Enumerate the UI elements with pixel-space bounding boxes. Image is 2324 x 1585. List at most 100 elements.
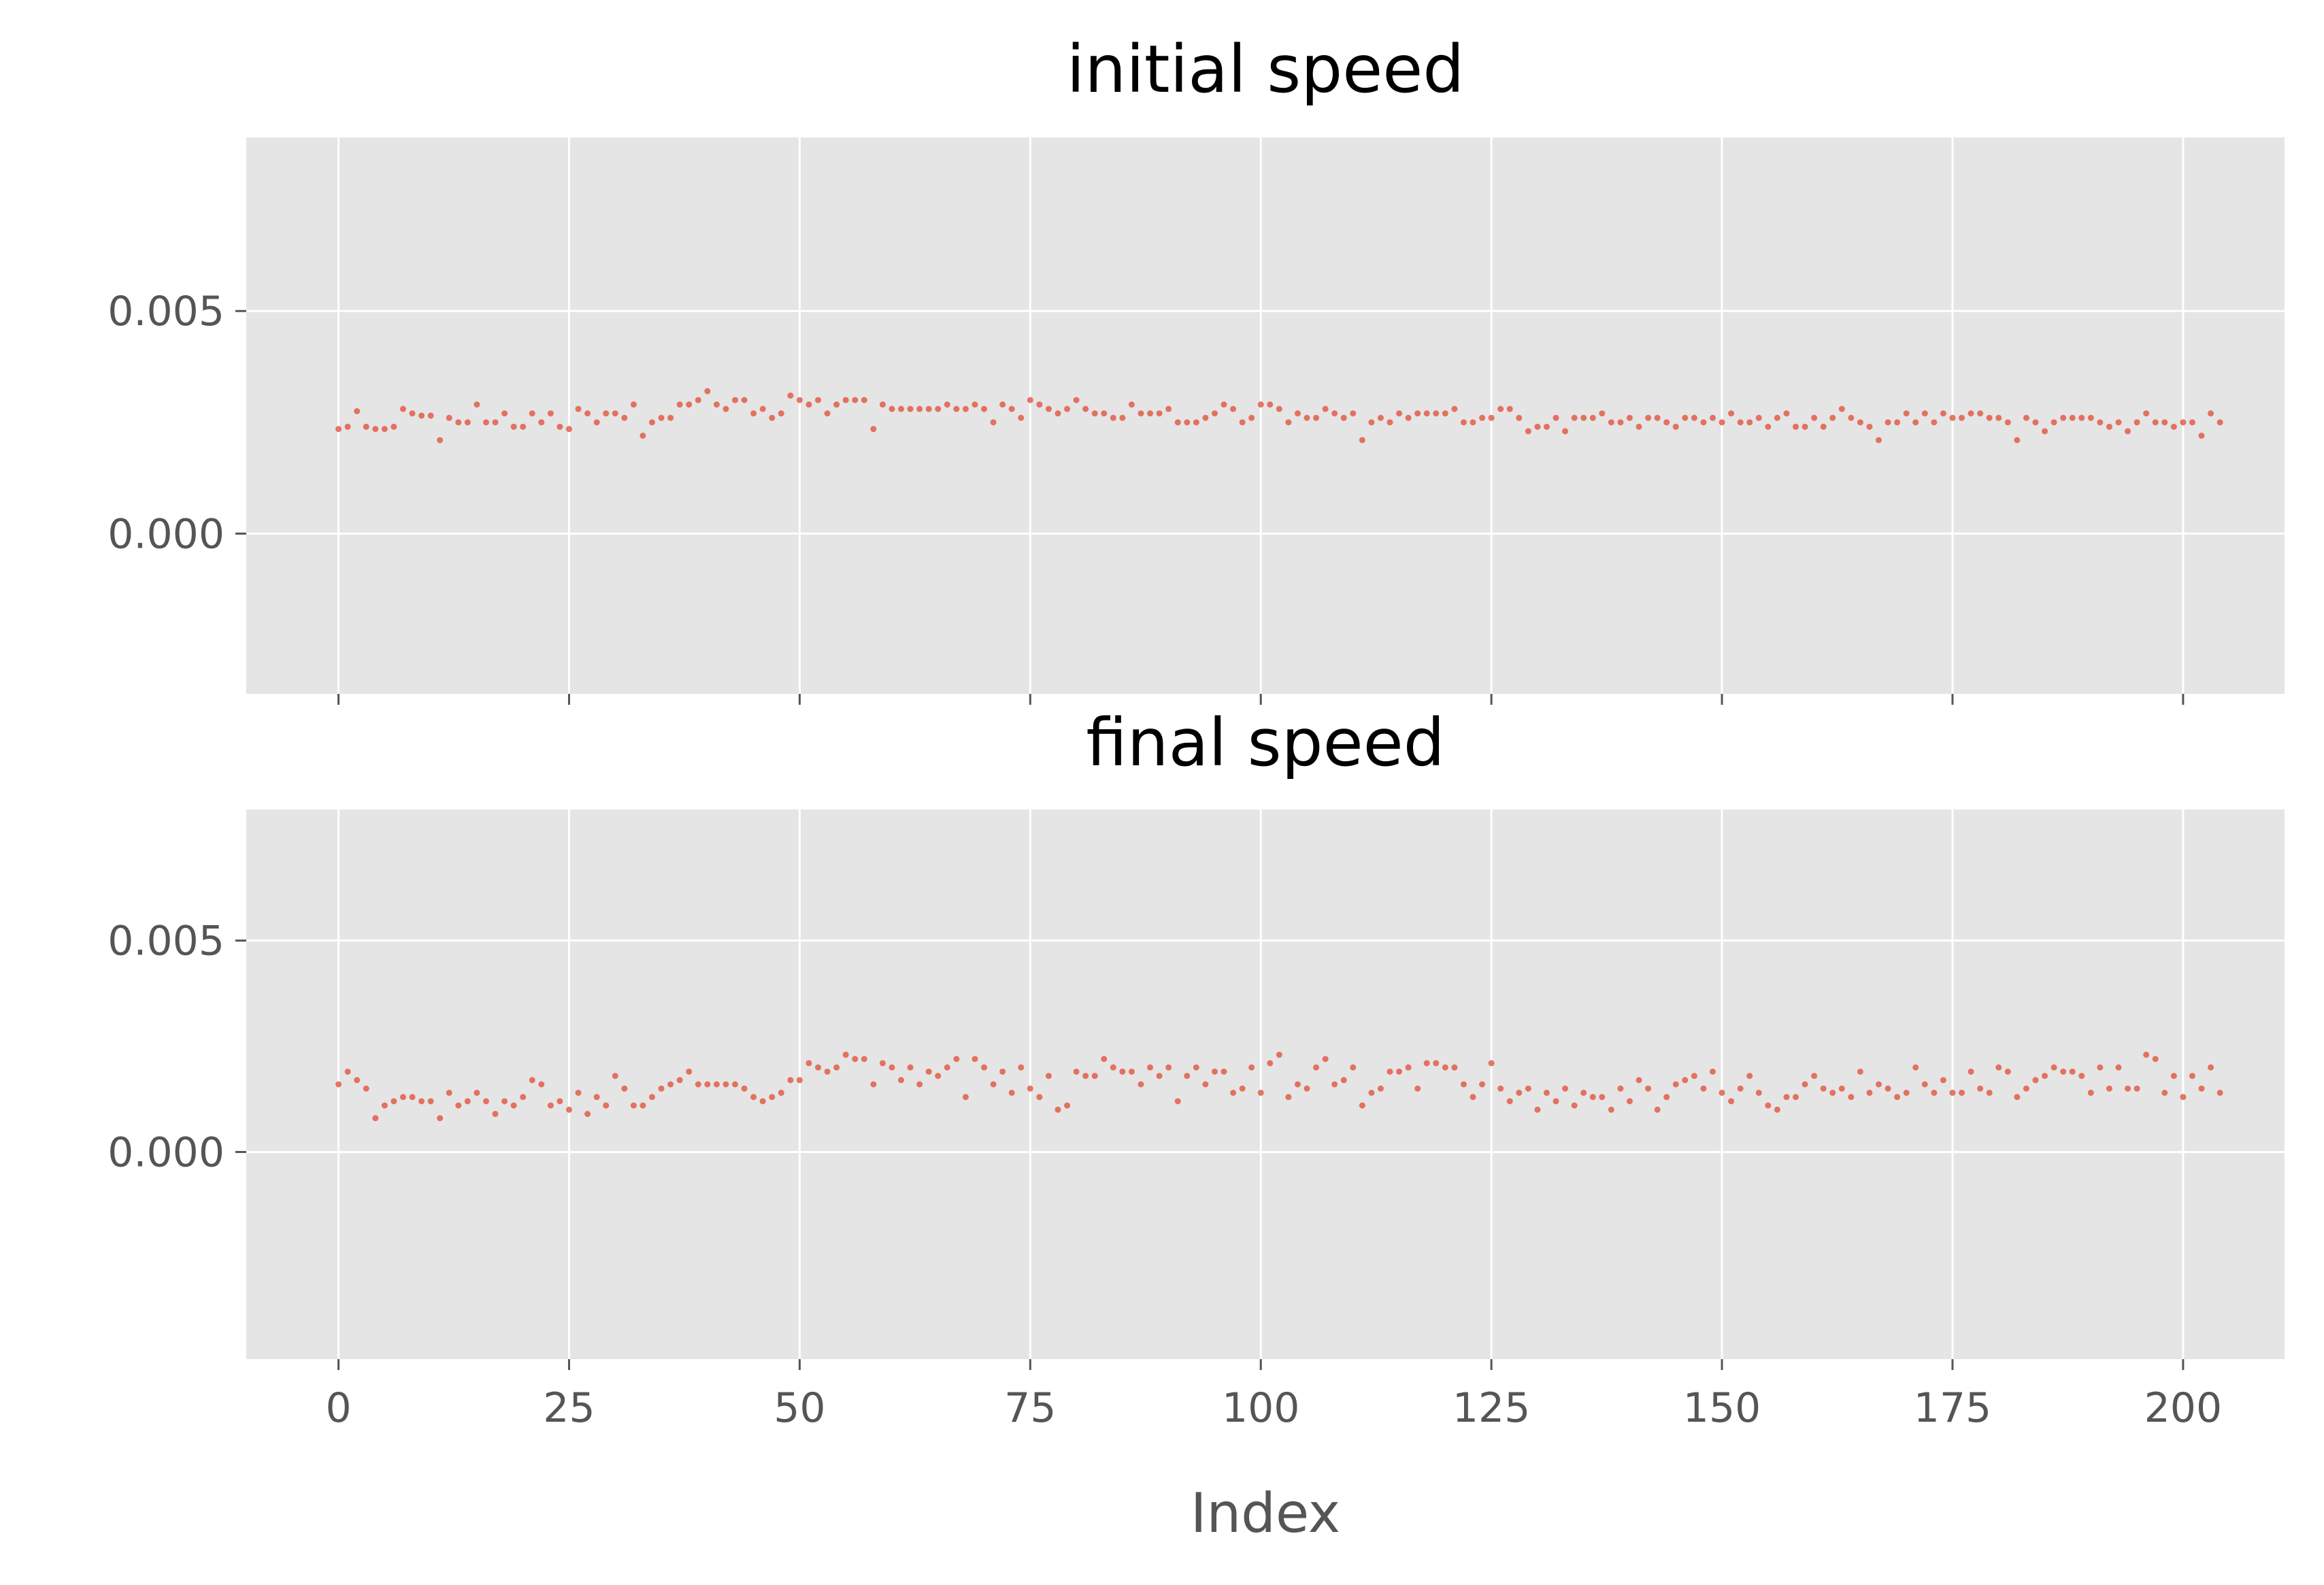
data-point-final-speed xyxy=(1876,1081,1882,1088)
x-tick-label-final-speed: 150 xyxy=(1683,1384,1761,1432)
data-point-final-speed xyxy=(1654,1106,1661,1113)
data-point-final-speed xyxy=(1737,1085,1744,1092)
data-point-initial-speed xyxy=(1267,401,1274,408)
data-point-final-speed xyxy=(1857,1068,1863,1075)
data-point-final-speed xyxy=(1488,1060,1495,1067)
data-point-initial-speed xyxy=(2134,419,2140,426)
data-point-initial-speed xyxy=(1119,414,1126,421)
data-point-initial-speed xyxy=(1350,410,1357,417)
data-point-initial-speed xyxy=(1202,414,1209,421)
data-point-initial-speed xyxy=(1940,410,1946,417)
data-point-initial-speed xyxy=(1737,419,1744,426)
data-point-initial-speed xyxy=(879,401,886,408)
data-point-final-speed xyxy=(1986,1089,1993,1096)
chart-title-final-speed: final speed xyxy=(1086,705,1444,781)
data-point-final-speed xyxy=(538,1081,545,1088)
data-point-final-speed xyxy=(1368,1089,1375,1096)
data-point-initial-speed xyxy=(1359,437,1365,444)
data-point-initial-speed xyxy=(529,410,535,417)
data-point-final-speed xyxy=(418,1098,425,1105)
data-point-initial-speed xyxy=(1479,414,1486,421)
data-point-final-speed xyxy=(1995,1064,2002,1071)
data-point-final-speed xyxy=(2143,1051,2150,1058)
data-point-final-speed xyxy=(1147,1064,1154,1071)
data-point-final-speed xyxy=(1110,1064,1116,1071)
data-point-final-speed xyxy=(1101,1056,1108,1063)
data-point-final-speed xyxy=(1239,1085,1246,1092)
data-point-final-speed xyxy=(1793,1094,1799,1101)
data-point-initial-speed xyxy=(1304,414,1310,421)
data-point-final-speed xyxy=(1894,1094,1901,1101)
data-point-initial-speed xyxy=(815,397,822,403)
data-point-final-speed xyxy=(2125,1085,2131,1092)
data-point-initial-speed xyxy=(335,426,342,433)
data-point-initial-speed xyxy=(1331,410,1338,417)
data-point-initial-speed xyxy=(1599,410,1606,417)
data-point-initial-speed xyxy=(1543,423,1550,430)
data-point-final-speed xyxy=(889,1064,895,1071)
data-point-initial-speed xyxy=(2097,419,2104,426)
data-point-final-speed xyxy=(1682,1077,1689,1084)
data-point-initial-speed xyxy=(1709,414,1716,421)
data-point-initial-speed xyxy=(1488,414,1495,421)
data-point-initial-speed xyxy=(731,397,738,403)
data-point-final-speed xyxy=(391,1098,397,1105)
data-point-final-speed xyxy=(1073,1068,1080,1075)
data-point-initial-speed xyxy=(962,405,969,412)
data-point-initial-speed xyxy=(621,414,628,421)
data-point-final-speed xyxy=(1470,1094,1476,1101)
data-point-initial-speed xyxy=(778,410,784,417)
data-point-initial-speed xyxy=(1995,414,2002,421)
data-point-initial-speed xyxy=(1433,410,1440,417)
data-point-initial-speed xyxy=(1654,414,1661,421)
data-point-initial-speed xyxy=(1387,419,1393,426)
data-point-final-speed xyxy=(520,1094,527,1101)
data-point-initial-speed xyxy=(446,414,452,421)
data-point-final-speed xyxy=(1156,1073,1163,1080)
data-point-final-speed xyxy=(1221,1068,1227,1075)
x-tick-label-final-speed: 0 xyxy=(325,1384,351,1432)
data-point-initial-speed xyxy=(1248,414,1255,421)
data-point-initial-speed xyxy=(667,414,674,421)
data-point-final-speed xyxy=(1617,1085,1624,1092)
data-point-final-speed xyxy=(1442,1064,1448,1071)
x-tick-label-final-speed: 175 xyxy=(1914,1384,1992,1432)
data-point-final-speed xyxy=(1267,1060,1274,1067)
data-point-final-speed xyxy=(464,1098,471,1105)
data-point-final-speed xyxy=(778,1089,784,1096)
data-point-final-speed xyxy=(1230,1089,1237,1096)
data-point-initial-speed xyxy=(501,410,508,417)
data-point-final-speed xyxy=(1589,1094,1596,1101)
data-point-initial-speed xyxy=(2042,428,2048,435)
data-point-final-speed xyxy=(806,1060,812,1067)
data-point-final-speed xyxy=(1553,1098,1559,1105)
data-point-final-speed xyxy=(1248,1064,1255,1071)
data-point-final-speed xyxy=(2042,1073,2048,1080)
data-point-initial-speed xyxy=(1460,419,1467,426)
data-point-final-speed xyxy=(1700,1085,1707,1092)
data-point-initial-speed xyxy=(1885,419,1891,426)
data-point-initial-speed xyxy=(796,397,803,403)
data-point-final-speed xyxy=(593,1094,600,1101)
data-point-final-speed xyxy=(1257,1089,1264,1096)
data-point-final-speed xyxy=(1608,1106,1614,1113)
data-point-initial-speed xyxy=(695,397,701,403)
data-point-final-speed xyxy=(603,1102,610,1109)
data-point-initial-speed xyxy=(1221,401,1227,408)
data-point-final-speed xyxy=(557,1098,563,1105)
data-point-initial-speed xyxy=(1719,419,1725,426)
data-point-initial-speed xyxy=(372,426,379,433)
data-point-final-speed xyxy=(1359,1102,1365,1109)
data-point-final-speed xyxy=(916,1081,923,1088)
data-point-final-speed xyxy=(1562,1085,1569,1092)
data-point-initial-speed xyxy=(723,405,729,412)
data-point-final-speed xyxy=(1045,1073,1052,1080)
data-point-initial-speed xyxy=(944,401,950,408)
data-point-initial-speed xyxy=(907,405,914,412)
data-point-final-speed xyxy=(1525,1085,1531,1092)
data-point-initial-speed xyxy=(354,407,361,414)
data-point-final-speed xyxy=(2051,1064,2057,1071)
data-point-initial-speed xyxy=(1857,419,1863,426)
data-point-initial-speed xyxy=(538,419,545,426)
